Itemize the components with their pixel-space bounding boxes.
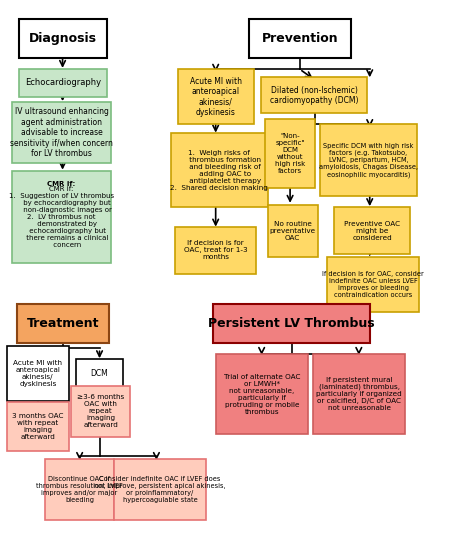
FancyBboxPatch shape (76, 359, 123, 387)
FancyBboxPatch shape (334, 207, 410, 254)
FancyBboxPatch shape (7, 346, 69, 401)
FancyBboxPatch shape (17, 304, 109, 343)
FancyBboxPatch shape (12, 171, 111, 263)
FancyBboxPatch shape (19, 69, 107, 97)
FancyBboxPatch shape (261, 77, 367, 113)
Text: If decision is for OAC, consider
indefinite OAC unless LVEF
improves or bleeding: If decision is for OAC, consider indefin… (322, 272, 424, 298)
FancyBboxPatch shape (12, 102, 111, 163)
Text: Consider indefinite OAC if LVEF does
not improve, persistent apical akinesis,
or: Consider indefinite OAC if LVEF does not… (94, 476, 226, 503)
FancyBboxPatch shape (327, 257, 419, 312)
Text: Persistent LV Thrombus: Persistent LV Thrombus (208, 317, 375, 330)
FancyBboxPatch shape (268, 205, 318, 257)
FancyBboxPatch shape (313, 354, 405, 434)
Text: Trial of alternate OAC
or LMWH*
not unreasonable,
particularly if
protruding or : Trial of alternate OAC or LMWH* not unre… (224, 373, 300, 415)
Text: CMR if:
1.  Suggestion of LV thrombus
     by echocardiography but
     non-diag: CMR if: 1. Suggestion of LV thrombus by … (9, 186, 114, 248)
Text: CMR if:: CMR if: (47, 181, 76, 187)
Text: If decision is for
OAC, treat for 1-3
months: If decision is for OAC, treat for 1-3 mo… (184, 240, 247, 260)
Text: DCM: DCM (91, 369, 109, 378)
Text: Diagnosis: Diagnosis (29, 32, 97, 45)
Text: Specific DCM with high risk
factors (e.g. Takotsubo,
LVNC, peripartum, HCM,
amyl: Specific DCM with high risk factors (e.g… (319, 143, 418, 178)
Text: ≥3-6 months
OAC with
repeat
imaging
afterward: ≥3-6 months OAC with repeat imaging afte… (77, 394, 124, 429)
Text: Preventive OAC
might be
considered: Preventive OAC might be considered (344, 221, 400, 241)
FancyBboxPatch shape (19, 19, 107, 58)
FancyBboxPatch shape (216, 354, 308, 434)
FancyBboxPatch shape (71, 386, 130, 437)
Text: No routine
preventative
OAC: No routine preventative OAC (270, 221, 316, 241)
FancyBboxPatch shape (249, 19, 351, 58)
Text: Prevention: Prevention (262, 32, 338, 45)
Text: Dilated (non-Ischemic)
cardiomyopathy (DCM): Dilated (non-Ischemic) cardiomyopathy (D… (270, 86, 358, 105)
Text: Acute MI with
anteroapical
akinesis/
dyskinesis: Acute MI with anteroapical akinesis/ dys… (13, 360, 63, 387)
Text: Treatment: Treatment (27, 317, 99, 330)
FancyBboxPatch shape (265, 119, 315, 188)
FancyBboxPatch shape (114, 459, 206, 520)
FancyBboxPatch shape (175, 227, 256, 274)
Text: Discontinue OAC if
thrombus resolution, LVEF
improves and/or major
bleeding: Discontinue OAC if thrombus resolution, … (36, 476, 123, 503)
Text: If persistent mural
(laminated) thrombus,
particularly if organized
or calcified: If persistent mural (laminated) thrombus… (316, 377, 402, 411)
FancyBboxPatch shape (178, 69, 254, 124)
Text: Echocardiography: Echocardiography (25, 79, 101, 87)
FancyBboxPatch shape (45, 459, 114, 520)
FancyBboxPatch shape (213, 304, 370, 343)
Text: 1.  Weigh risks of
     thrombus formation
     and bleeding risk of
     adding: 1. Weigh risks of thrombus formation and… (170, 149, 268, 191)
Text: IV ultrasound enhancing
agent administration
advisable to increase
sensitivity i: IV ultrasound enhancing agent administra… (10, 107, 113, 158)
Text: "Non-
specific"
DCM
without
high risk
factors: "Non- specific" DCM without high risk fa… (275, 133, 305, 174)
FancyBboxPatch shape (7, 402, 69, 451)
FancyBboxPatch shape (320, 124, 417, 196)
Text: Acute MI with
anteroapical
akinesis/
dyskinesis: Acute MI with anteroapical akinesis/ dys… (190, 77, 242, 117)
FancyBboxPatch shape (171, 133, 268, 207)
Text: 3 months OAC
with repeat
imaging
afterward: 3 months OAC with repeat imaging afterwa… (12, 413, 64, 440)
